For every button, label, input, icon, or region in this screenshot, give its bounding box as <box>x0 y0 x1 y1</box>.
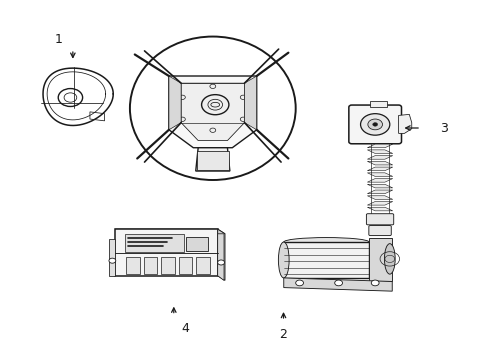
FancyBboxPatch shape <box>348 105 401 144</box>
Polygon shape <box>366 144 392 148</box>
Polygon shape <box>366 196 392 199</box>
Circle shape <box>360 114 389 135</box>
Polygon shape <box>366 150 392 153</box>
Polygon shape <box>283 242 368 278</box>
Circle shape <box>295 280 303 286</box>
Polygon shape <box>195 148 229 171</box>
Polygon shape <box>217 234 224 280</box>
Polygon shape <box>366 179 392 182</box>
FancyBboxPatch shape <box>366 214 393 225</box>
Ellipse shape <box>283 238 368 247</box>
Polygon shape <box>181 83 244 140</box>
Polygon shape <box>168 76 256 148</box>
Polygon shape <box>283 278 391 291</box>
Polygon shape <box>366 202 392 205</box>
Circle shape <box>370 280 378 286</box>
Circle shape <box>217 260 224 265</box>
Polygon shape <box>398 114 411 134</box>
Polygon shape <box>366 190 392 194</box>
Polygon shape <box>366 184 392 188</box>
Polygon shape <box>217 229 224 280</box>
FancyBboxPatch shape <box>124 234 183 252</box>
Text: 4: 4 <box>181 322 188 335</box>
FancyBboxPatch shape <box>368 226 390 235</box>
Polygon shape <box>366 167 392 171</box>
Text: 1: 1 <box>54 32 62 46</box>
FancyBboxPatch shape <box>196 257 209 274</box>
Polygon shape <box>109 239 115 276</box>
Circle shape <box>109 258 116 263</box>
Circle shape <box>334 280 342 286</box>
Text: 3: 3 <box>440 122 447 135</box>
Polygon shape <box>168 76 181 130</box>
Polygon shape <box>366 161 392 165</box>
Ellipse shape <box>278 242 288 278</box>
FancyBboxPatch shape <box>196 151 228 170</box>
Polygon shape <box>368 238 391 282</box>
Text: 2: 2 <box>279 328 287 341</box>
Polygon shape <box>366 156 392 159</box>
Circle shape <box>372 123 377 126</box>
FancyBboxPatch shape <box>143 257 157 274</box>
FancyBboxPatch shape <box>186 237 207 251</box>
Polygon shape <box>366 173 392 176</box>
Polygon shape <box>244 76 256 130</box>
Polygon shape <box>366 207 392 211</box>
Circle shape <box>367 119 382 130</box>
FancyBboxPatch shape <box>178 257 192 274</box>
Ellipse shape <box>384 244 394 274</box>
FancyBboxPatch shape <box>161 257 174 274</box>
Polygon shape <box>115 229 224 234</box>
Polygon shape <box>115 229 217 276</box>
FancyBboxPatch shape <box>126 257 140 274</box>
Polygon shape <box>369 101 386 107</box>
